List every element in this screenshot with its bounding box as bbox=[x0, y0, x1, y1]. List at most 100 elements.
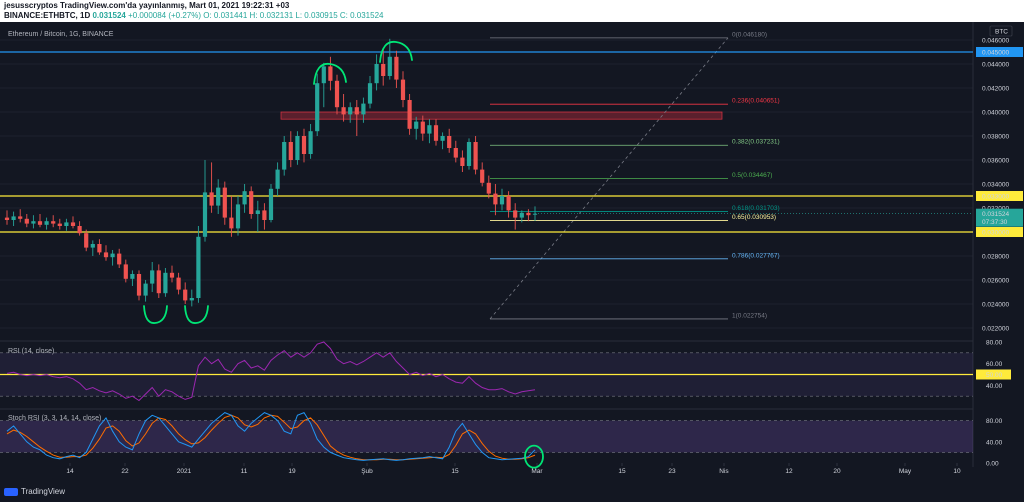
candle-body bbox=[328, 66, 333, 81]
candle-body bbox=[31, 221, 36, 224]
candle-body bbox=[103, 252, 109, 258]
open-value: O: 0.031441 bbox=[203, 11, 248, 20]
candle-body bbox=[381, 64, 386, 76]
candle-body bbox=[480, 169, 485, 183]
candle-body bbox=[97, 244, 102, 253]
candle-body bbox=[315, 83, 320, 132]
close-value: C: 0.031524 bbox=[339, 11, 384, 20]
candle-body bbox=[387, 56, 392, 76]
candle-body bbox=[361, 103, 366, 115]
x-tick-label: Mar bbox=[531, 468, 543, 475]
chart-canvas[interactable]: 0(0.046180) 0.236(0.040651) 0.382(0.037231… bbox=[0, 22, 1024, 484]
rsi-tick-label: 40.00 bbox=[986, 383, 1003, 390]
candle-body bbox=[189, 298, 194, 301]
x-tick-label: 15 bbox=[618, 468, 626, 475]
price-change: +0.000084 (+0.27%) bbox=[128, 11, 202, 20]
candle-body bbox=[77, 226, 82, 234]
candle-body bbox=[308, 131, 313, 154]
candle-body bbox=[64, 222, 69, 226]
stoch-band bbox=[0, 420, 973, 453]
resistance-zone bbox=[280, 111, 723, 120]
high-value: H: 0.032131 bbox=[249, 11, 294, 20]
fib-level-label: 0.236(0.040651) bbox=[732, 98, 780, 105]
candle-body bbox=[183, 289, 188, 301]
candle-body bbox=[255, 210, 260, 214]
candle-body bbox=[222, 187, 227, 218]
candle-body bbox=[374, 64, 379, 84]
stoch-title: Stoch RSI (3, 3, 14, 14, close) bbox=[8, 415, 101, 422]
symbol-label: BINANCE:ETHBTC, 1D bbox=[4, 11, 91, 20]
footer-bar bbox=[0, 484, 1024, 502]
low-value: L: 0.030915 bbox=[295, 11, 338, 20]
candle-body bbox=[84, 233, 89, 248]
candle-body bbox=[130, 274, 135, 279]
candle-body bbox=[249, 191, 254, 214]
x-tick-label: May bbox=[899, 468, 912, 475]
level-price-tag bbox=[976, 47, 1023, 57]
candle-body bbox=[394, 56, 399, 80]
stoch-tick-label: 80.00 bbox=[986, 418, 1003, 425]
candle-body bbox=[354, 107, 359, 115]
level-price-label: 0.033000 bbox=[982, 194, 1009, 201]
candle-body bbox=[11, 216, 16, 220]
candle-body bbox=[499, 196, 505, 205]
x-tick-label: 15 bbox=[451, 468, 459, 475]
level-price-tag bbox=[976, 191, 1023, 201]
candle-body bbox=[414, 121, 419, 129]
fib-level-label: 0.618(0.031703) bbox=[732, 205, 780, 212]
candle-body bbox=[18, 216, 23, 219]
candle-body bbox=[427, 125, 432, 134]
candle-body bbox=[486, 182, 491, 194]
candle-body bbox=[209, 192, 214, 206]
candle-body bbox=[24, 218, 29, 224]
candle-body bbox=[242, 191, 247, 205]
candle-body bbox=[519, 212, 524, 218]
candle-body bbox=[37, 221, 43, 225]
price-tick-label: 0.040000 bbox=[982, 110, 1009, 117]
x-tick-label: 20 bbox=[833, 468, 841, 475]
candle-body bbox=[433, 125, 439, 141]
currency-badge bbox=[989, 25, 1013, 37]
candle-body bbox=[110, 253, 115, 258]
chart-title: Ethereum / Bitcoin, 1G, BINANCE bbox=[8, 31, 114, 38]
fib-trend-line bbox=[489, 37, 729, 320]
candle-body bbox=[400, 79, 406, 100]
candle-body bbox=[176, 277, 181, 290]
candle-body bbox=[117, 253, 122, 265]
annotation-arc bbox=[143, 305, 168, 324]
price-tick-label: 0.042000 bbox=[982, 86, 1009, 93]
candle-body bbox=[341, 107, 346, 115]
candle-body bbox=[202, 192, 208, 237]
candle-body bbox=[532, 213, 538, 215]
tradingview-logo[interactable]: TradingView bbox=[4, 487, 65, 496]
price-tick-label: 0.036000 bbox=[982, 158, 1009, 165]
last-price-tag bbox=[976, 208, 1023, 227]
level-price-tag bbox=[976, 227, 1023, 237]
candle-body bbox=[453, 148, 458, 158]
candle-body bbox=[420, 121, 425, 134]
candle-body bbox=[447, 136, 452, 148]
candle-body bbox=[506, 196, 511, 211]
candle-body bbox=[367, 83, 373, 104]
tradingview-logo-icon bbox=[4, 487, 18, 496]
currency-badge-label: BTC bbox=[995, 29, 1008, 36]
candle-body bbox=[216, 187, 221, 206]
x-tick-label: 10 bbox=[953, 468, 961, 475]
annotation-circle bbox=[524, 444, 544, 469]
rsi-level-label: 50.00 bbox=[986, 372, 1003, 379]
candle-body bbox=[321, 66, 326, 84]
x-tick-label: 11 bbox=[241, 468, 248, 475]
annotation-arc bbox=[184, 305, 209, 324]
candle-body bbox=[440, 136, 445, 141]
candle-body bbox=[57, 223, 62, 226]
candle-body bbox=[90, 244, 95, 248]
candle-body bbox=[282, 142, 287, 170]
annotation-arc bbox=[379, 40, 413, 63]
x-tick-label: 14 bbox=[66, 468, 74, 475]
x-tick-label: 19 bbox=[288, 468, 296, 475]
tradingview-brand: TradingView bbox=[21, 487, 66, 496]
stoch-tick-label: 40.00 bbox=[986, 439, 1003, 446]
stoch-tick-label: 0.00 bbox=[986, 461, 999, 468]
price-tick-label: 0.038000 bbox=[982, 134, 1009, 141]
price-tick-label: 0.028000 bbox=[982, 254, 1009, 261]
